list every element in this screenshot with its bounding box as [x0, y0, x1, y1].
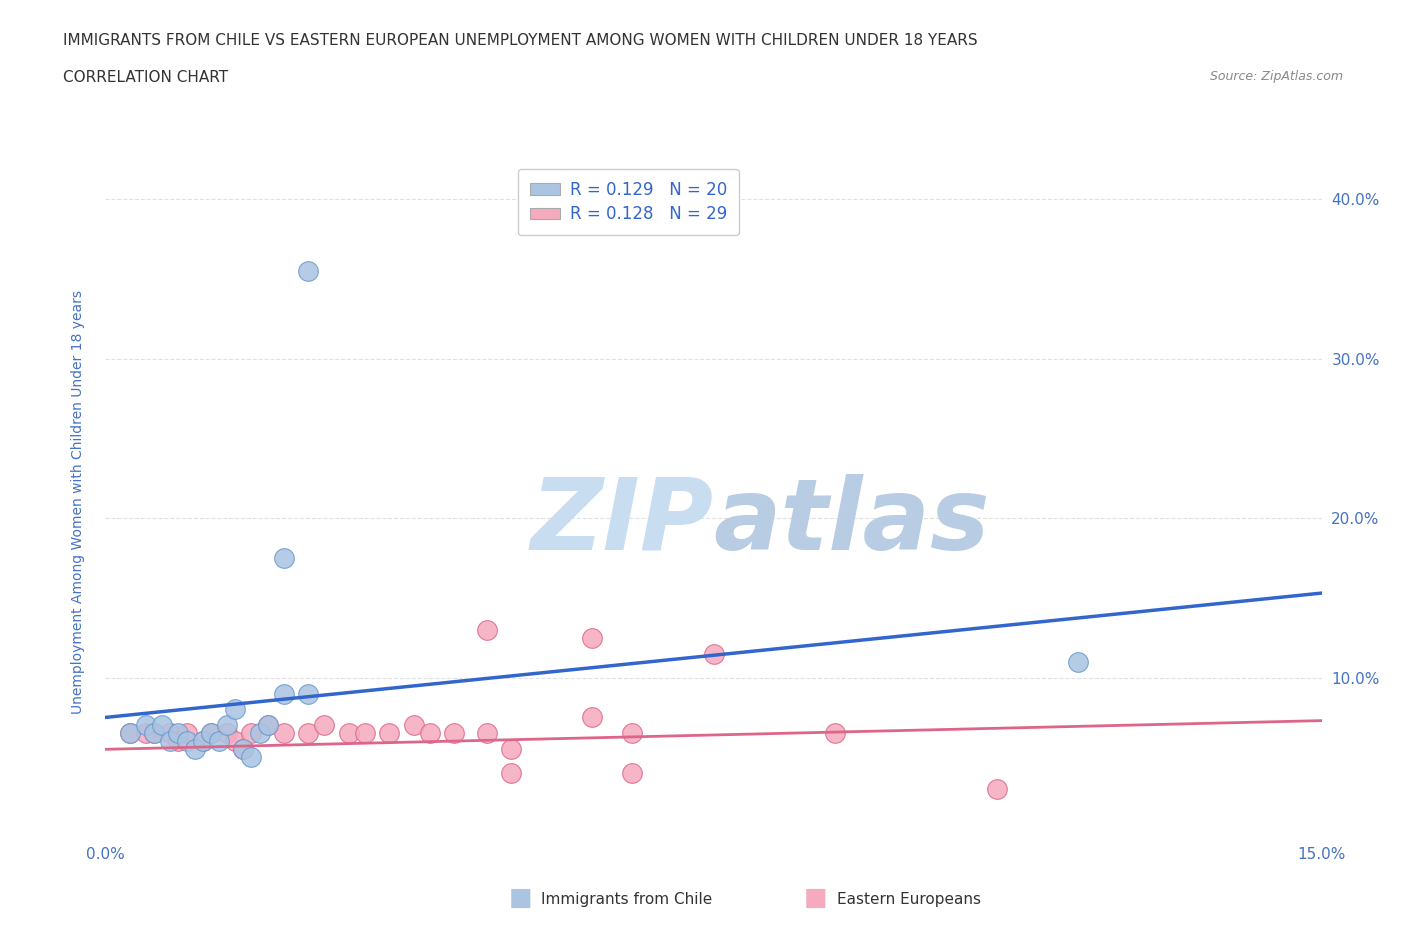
Point	[159, 726, 181, 741]
Point	[232, 742, 254, 757]
Legend: R = 0.129   N = 20, R = 0.128   N = 29: R = 0.129 N = 20, R = 0.128 N = 29	[519, 169, 738, 235]
Point	[273, 726, 295, 741]
Point	[118, 726, 141, 741]
Point	[297, 726, 319, 741]
Point	[191, 734, 214, 749]
Point	[986, 782, 1008, 797]
Y-axis label: Unemployment Among Women with Children Under 18 years: Unemployment Among Women with Children U…	[70, 290, 84, 714]
Text: CORRELATION CHART: CORRELATION CHART	[63, 70, 228, 85]
Point	[143, 726, 166, 741]
Point	[402, 718, 425, 733]
Point	[314, 718, 336, 733]
Point	[824, 726, 846, 741]
Point	[240, 726, 263, 741]
Point	[208, 734, 231, 749]
Point	[499, 742, 522, 757]
Point	[167, 734, 190, 749]
Point	[443, 726, 465, 741]
Point	[200, 726, 222, 741]
Point	[499, 765, 522, 780]
Point	[249, 726, 271, 741]
Point	[378, 726, 401, 741]
Point	[273, 686, 295, 701]
Text: ■: ■	[804, 885, 827, 910]
Point	[224, 702, 246, 717]
Point	[581, 631, 603, 645]
Point	[159, 734, 181, 749]
Point	[475, 726, 498, 741]
Point	[135, 726, 157, 741]
Point	[256, 718, 278, 733]
Text: atlas: atlas	[713, 473, 990, 571]
Text: Eastern Europeans: Eastern Europeans	[837, 892, 980, 907]
Point	[176, 726, 198, 741]
Point	[150, 718, 173, 733]
Point	[167, 726, 190, 741]
Point	[621, 726, 644, 741]
Text: ■: ■	[509, 885, 531, 910]
Point	[143, 726, 166, 741]
Point	[118, 726, 141, 741]
Point	[176, 734, 198, 749]
Point	[217, 718, 239, 733]
Point	[224, 734, 246, 749]
Point	[200, 726, 222, 741]
Point	[581, 710, 603, 724]
Point	[1067, 654, 1090, 669]
Point	[475, 622, 498, 637]
Point	[297, 686, 319, 701]
Text: ZIP: ZIP	[530, 473, 713, 571]
Text: IMMIGRANTS FROM CHILE VS EASTERN EUROPEAN UNEMPLOYMENT AMONG WOMEN WITH CHILDREN: IMMIGRANTS FROM CHILE VS EASTERN EUROPEA…	[63, 33, 979, 47]
Point	[702, 646, 725, 661]
Point	[256, 718, 278, 733]
Point	[337, 726, 360, 741]
Point	[217, 726, 239, 741]
Text: Source: ZipAtlas.com: Source: ZipAtlas.com	[1209, 70, 1343, 83]
Point	[191, 734, 214, 749]
Text: Immigrants from Chile: Immigrants from Chile	[541, 892, 713, 907]
Point	[240, 750, 263, 764]
Point	[419, 726, 441, 741]
Point	[354, 726, 377, 741]
Point	[273, 551, 295, 565]
Point	[183, 742, 205, 757]
Point	[621, 765, 644, 780]
Point	[135, 718, 157, 733]
Point	[232, 742, 254, 757]
Point	[297, 263, 319, 278]
